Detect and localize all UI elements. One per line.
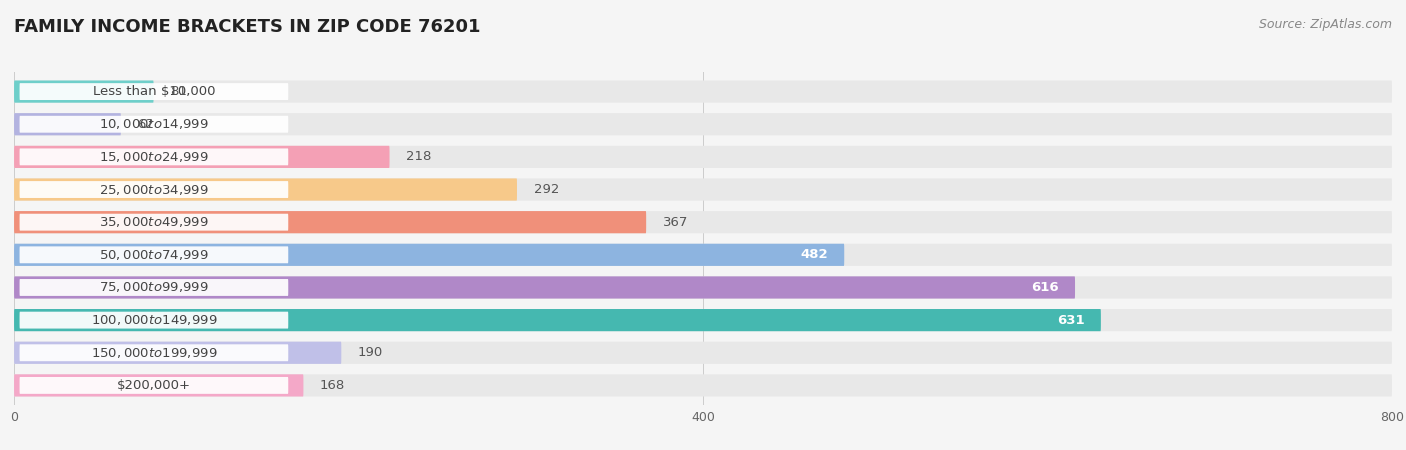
FancyBboxPatch shape [20,279,288,296]
FancyBboxPatch shape [20,247,288,263]
FancyBboxPatch shape [20,83,288,100]
Text: 367: 367 [662,216,688,229]
Text: 62: 62 [138,118,155,131]
FancyBboxPatch shape [20,344,288,361]
Text: 482: 482 [800,248,828,261]
Text: 190: 190 [359,346,382,359]
Text: 81: 81 [170,85,187,98]
Text: 218: 218 [406,150,432,163]
FancyBboxPatch shape [14,309,1392,331]
FancyBboxPatch shape [20,148,288,165]
FancyBboxPatch shape [14,342,1392,364]
Text: $150,000 to $199,999: $150,000 to $199,999 [90,346,217,360]
FancyBboxPatch shape [20,214,288,230]
FancyBboxPatch shape [14,211,647,233]
FancyBboxPatch shape [14,146,389,168]
FancyBboxPatch shape [14,374,304,396]
Text: FAMILY INCOME BRACKETS IN ZIP CODE 76201: FAMILY INCOME BRACKETS IN ZIP CODE 76201 [14,18,481,36]
FancyBboxPatch shape [14,113,121,135]
FancyBboxPatch shape [14,309,1101,331]
FancyBboxPatch shape [14,179,517,201]
FancyBboxPatch shape [14,244,844,266]
FancyBboxPatch shape [20,181,288,198]
Text: $75,000 to $99,999: $75,000 to $99,999 [98,280,208,294]
Text: $100,000 to $149,999: $100,000 to $149,999 [90,313,217,327]
Text: 631: 631 [1057,314,1084,327]
FancyBboxPatch shape [14,211,1392,233]
FancyBboxPatch shape [14,342,342,364]
Text: $50,000 to $74,999: $50,000 to $74,999 [98,248,208,262]
FancyBboxPatch shape [20,377,288,394]
FancyBboxPatch shape [14,146,1392,168]
FancyBboxPatch shape [14,374,1392,396]
Text: 168: 168 [321,379,346,392]
Text: $200,000+: $200,000+ [117,379,191,392]
FancyBboxPatch shape [14,276,1076,298]
Text: $15,000 to $24,999: $15,000 to $24,999 [98,150,208,164]
FancyBboxPatch shape [14,276,1392,298]
FancyBboxPatch shape [14,81,153,103]
Text: $35,000 to $49,999: $35,000 to $49,999 [98,215,208,229]
Text: $10,000 to $14,999: $10,000 to $14,999 [98,117,208,131]
FancyBboxPatch shape [14,113,1392,135]
Text: 616: 616 [1031,281,1059,294]
Text: Source: ZipAtlas.com: Source: ZipAtlas.com [1258,18,1392,31]
Text: 292: 292 [533,183,560,196]
Text: Less than $10,000: Less than $10,000 [93,85,215,98]
FancyBboxPatch shape [14,81,1392,103]
FancyBboxPatch shape [14,179,1392,201]
FancyBboxPatch shape [20,312,288,328]
Text: $25,000 to $34,999: $25,000 to $34,999 [98,183,208,197]
FancyBboxPatch shape [20,116,288,133]
FancyBboxPatch shape [14,244,1392,266]
